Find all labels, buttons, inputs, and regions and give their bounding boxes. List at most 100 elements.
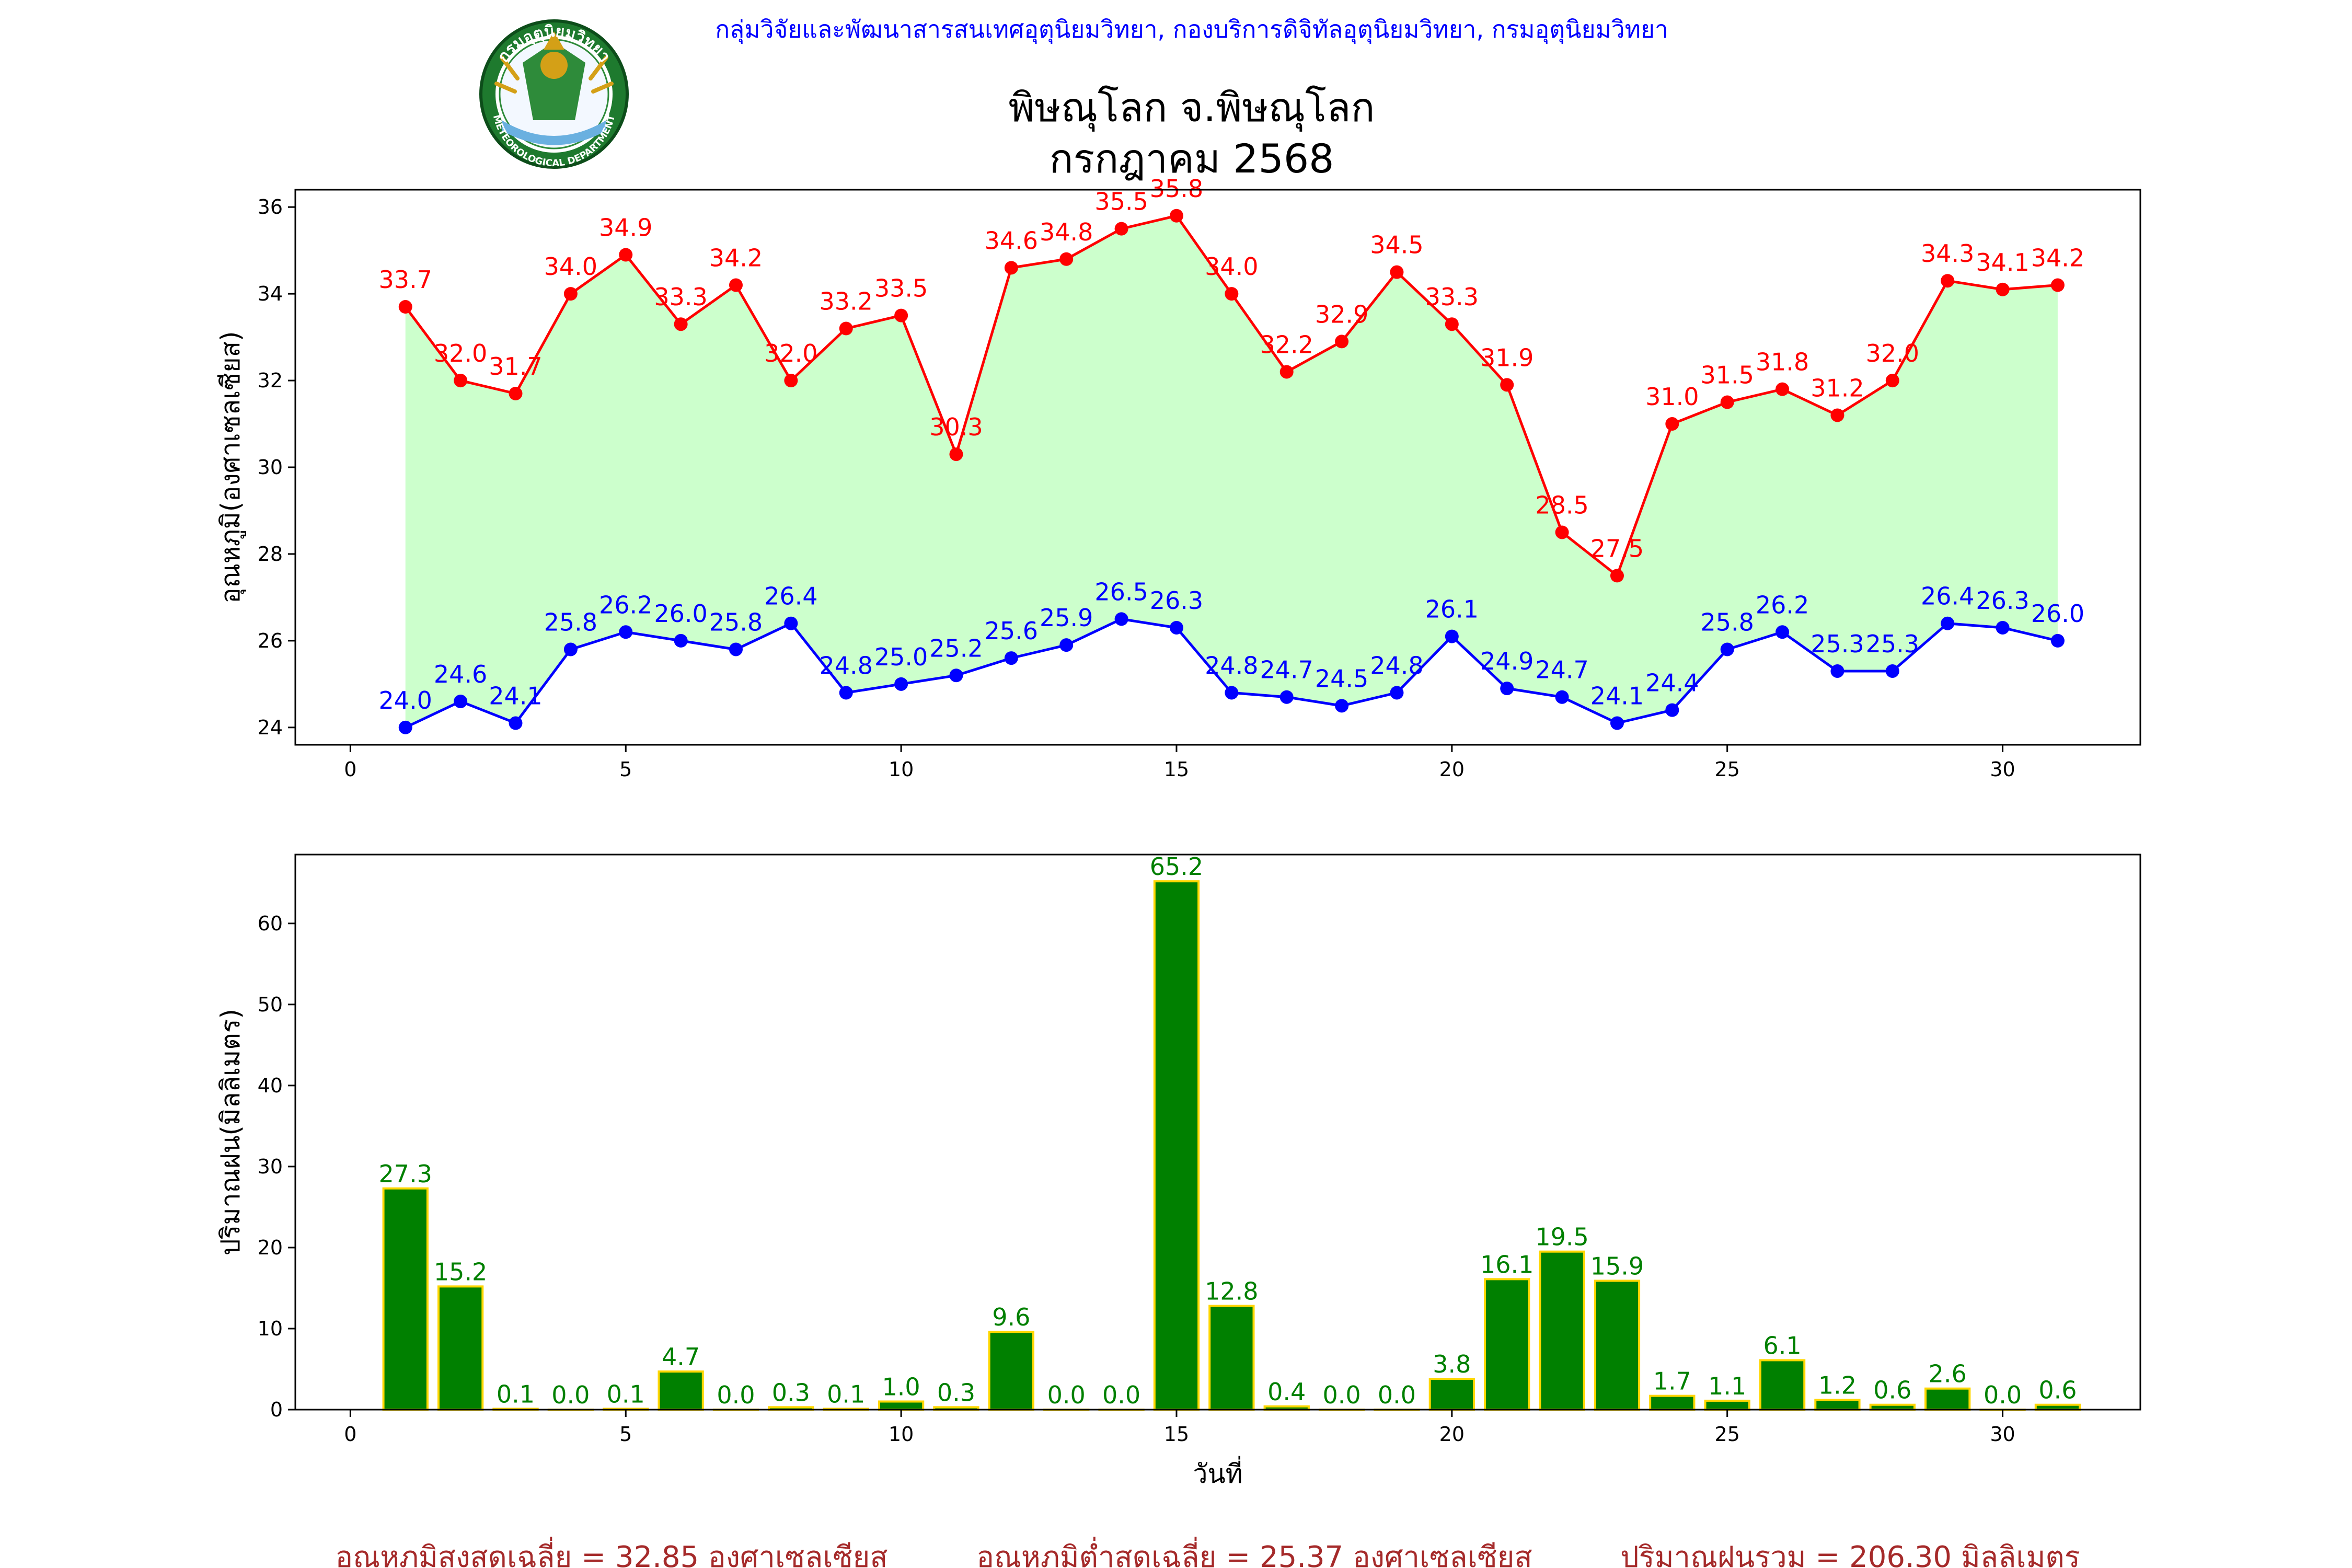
min-temperature-point	[1610, 716, 1624, 730]
rainfall-label: 15.2	[434, 1258, 487, 1286]
rainfall-label: 0.6	[1873, 1376, 1911, 1404]
max-temperature-label: 31.2	[1811, 374, 1864, 402]
rainfall-label: 0.1	[607, 1380, 645, 1408]
rainfall-label: 0.6	[2038, 1376, 2077, 1404]
min-temperature-point	[563, 642, 578, 656]
max-temperature-point	[1169, 209, 1183, 223]
min-temperature-point	[949, 668, 963, 683]
max-temperature-label: 31.9	[1480, 343, 1534, 372]
max-temperature-label: 34.2	[2031, 244, 2084, 272]
rainfall-bar	[1208, 1305, 1255, 1411]
min-temperature-point	[1941, 616, 1955, 630]
min-temperature-label: 24.8	[1370, 651, 1423, 679]
min-temperature-label: 25.6	[985, 617, 1038, 645]
total-rainfall: ปริมาณฝนรวม = 206.30 มิลลิเมตร	[1620, 1540, 2080, 1568]
max-temperature-point	[1830, 408, 1844, 422]
max-temperature-point	[2050, 278, 2065, 292]
organization-line: กลุ่มวิจัยและพัฒนาสารสนเทศอุตุนิยมวิทยา,…	[715, 15, 1668, 44]
max-temperature-label: 32.2	[1260, 330, 1313, 359]
rainfall-bar	[878, 1400, 925, 1411]
rainfall-bar	[1924, 1387, 1971, 1411]
min-temperature-point	[619, 625, 633, 639]
rainfall-label: 0.0	[717, 1381, 755, 1409]
max-temperature-point	[1004, 261, 1018, 275]
min-temperature-label: 26.2	[1756, 591, 1809, 619]
max-temperature-label: 31.7	[489, 352, 542, 381]
min-temperature-label: 24.7	[1535, 656, 1588, 684]
max-temperature-label: 30.3	[929, 413, 983, 441]
rainfall-y-tick-label: 50	[258, 993, 283, 1016]
rainfall-x-tick-label: 25	[1715, 1423, 1740, 1446]
min-temperature-point	[839, 686, 853, 700]
max-temperature-point	[949, 447, 963, 462]
rainfall-y-axis-label: ปริมาณฝน(มิลลิเมตร)	[215, 1009, 246, 1255]
temperature-x-tick-label: 10	[889, 758, 914, 781]
max-temperature-label: 31.5	[1700, 361, 1754, 389]
rainfall-label: 1.7	[1653, 1367, 1691, 1396]
rainfall-chart: 27.3 15.2 0.1 0.0 0.1 4.7 0.0 0.3 0.1 1.0 0.3 9.6 0.…	[215, 852, 2141, 1489]
max-temperature-label: 34.9	[599, 213, 652, 241]
average-max-temperature: อุณหภูมิสูงสุดเฉลี่ย = 32.85 องศาเซลเซีย…	[335, 1537, 887, 1568]
rainfall-bar	[1704, 1399, 1750, 1411]
temperature-y-tick-label: 30	[258, 456, 283, 479]
rainfall-label: 1.2	[1818, 1371, 1857, 1399]
rainfall-label: 0.3	[937, 1378, 975, 1406]
rainfall-label: 16.1	[1480, 1250, 1534, 1278]
max-temperature-label: 28.5	[1535, 491, 1588, 519]
rainfall-label: 15.9	[1590, 1252, 1644, 1280]
max-temperature-point	[1665, 417, 1679, 431]
rainfall-label: 1.1	[1708, 1372, 1746, 1400]
max-temperature-point	[894, 308, 908, 322]
rainfall-label: 0.0	[1323, 1381, 1361, 1409]
rainfall-label: 12.8	[1205, 1277, 1258, 1306]
temperature-x-tick-label: 0	[344, 758, 356, 781]
min-temperature-point	[398, 720, 412, 734]
rainfall-bar	[658, 1370, 704, 1411]
min-temperature-point	[1830, 664, 1844, 678]
rainfall-bar	[1594, 1279, 1641, 1411]
min-temperature-label: 25.2	[929, 634, 983, 662]
rainfall-label: 0.1	[827, 1380, 865, 1408]
min-temperature-label: 24.7	[1260, 656, 1313, 684]
rainfall-bar	[1649, 1394, 1696, 1411]
rainfall-label: 0.0	[551, 1381, 590, 1409]
max-temperature-label: 34.8	[1040, 218, 1093, 246]
rainfall-x-axis-label: วันที่	[1193, 1456, 1242, 1489]
max-temperature-label: 35.5	[1094, 188, 1148, 216]
min-temperature-point	[1390, 686, 1404, 700]
min-temperature-label: 24.6	[434, 660, 487, 688]
min-temperature-label: 24.0	[379, 686, 432, 714]
min-temperature-point	[729, 642, 743, 656]
max-temperature-label: 31.0	[1645, 383, 1699, 411]
temperature-x-tick-label: 15	[1164, 758, 1189, 781]
max-temperature-label: 35.8	[1150, 175, 1203, 203]
min-temperature-point	[509, 716, 523, 730]
max-temperature-point	[1941, 274, 1955, 288]
max-temperature-point	[619, 248, 633, 262]
max-temperature-point	[563, 287, 578, 301]
min-temperature-label: 24.4	[1645, 669, 1699, 697]
rainfall-label: 1.0	[882, 1373, 920, 1401]
rainfall-y-tick-label: 30	[258, 1155, 283, 1178]
min-temperature-point	[454, 695, 468, 709]
rainfall-y-tick-label: 60	[258, 912, 283, 935]
rainfall-x-tick-label: 5	[619, 1423, 632, 1446]
rainfall-label: 0.3	[772, 1378, 810, 1406]
min-temperature-label: 26.4	[1921, 582, 1974, 610]
max-temperature-point	[1720, 395, 1734, 409]
min-temperature-point	[894, 677, 908, 691]
rainfall-label: 0.4	[1267, 1378, 1306, 1406]
rainfall-bar	[437, 1285, 484, 1411]
min-temperature-point	[1445, 629, 1459, 643]
rainfall-label: 0.0	[1378, 1381, 1416, 1409]
min-temperature-label: 24.1	[1590, 682, 1644, 710]
max-temperature-point	[1775, 382, 1790, 396]
min-temperature-point	[674, 633, 688, 648]
temperature-range-fill	[405, 215, 2058, 728]
max-temperature-point	[1885, 374, 1899, 388]
max-temperature-label: 33.3	[1425, 283, 1479, 311]
min-temperature-label: 25.8	[1700, 608, 1754, 636]
max-temperature-label: 34.0	[1205, 252, 1258, 281]
max-temperature-point	[1059, 252, 1074, 266]
temperature-y-tick-label: 34	[258, 282, 283, 305]
